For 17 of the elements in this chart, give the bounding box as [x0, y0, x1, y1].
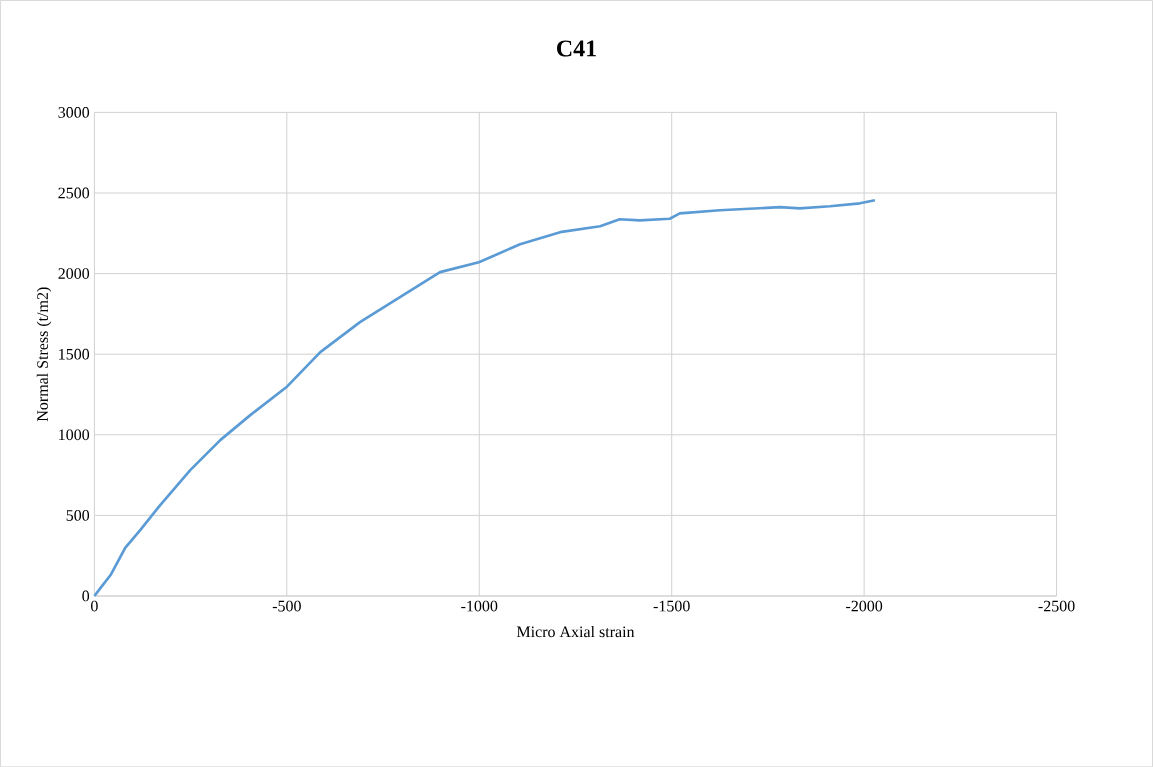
x-tick-label: -1500 — [653, 600, 690, 612]
x-tick-label: -500 — [272, 600, 301, 612]
x-tick-label: 0 — [91, 600, 98, 612]
y-tick-label: 1000 — [59, 429, 90, 441]
y-axis-title: Normal Stress (t/m2) — [36, 287, 52, 422]
y-tick-label: 3000 — [58, 106, 90, 118]
line-series — [93, 198, 877, 598]
y-tick-label: 2500 — [58, 187, 90, 199]
x-axis-title: Micro Axial strain — [516, 625, 635, 638]
y-tick-label: 2000 — [58, 268, 90, 279]
x-tick-label: -2000 — [846, 600, 883, 612]
x-tick-label: -1000 — [461, 600, 498, 612]
y-tick-label: 1500 — [59, 348, 90, 360]
y-tick-label: 0 — [82, 590, 90, 602]
y-tick-label: 500 — [66, 509, 90, 521]
x-tick-label: -2500 — [1038, 600, 1075, 612]
chart-title: C41 — [557, 40, 596, 57]
